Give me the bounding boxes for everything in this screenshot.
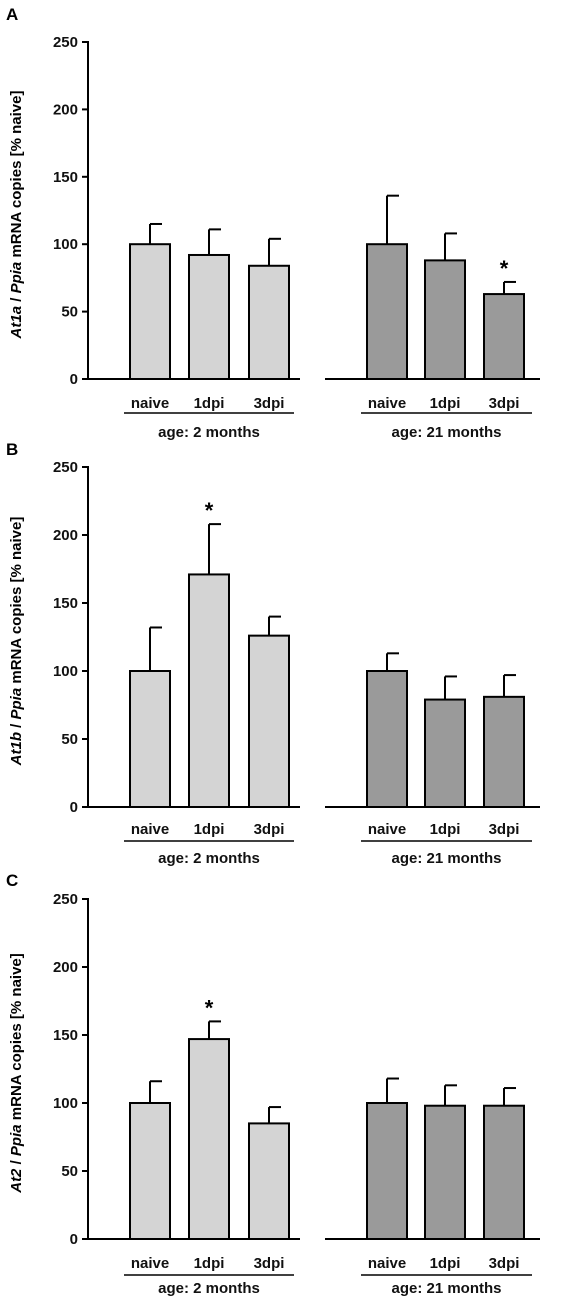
bar xyxy=(248,1122,290,1241)
category-label: 1dpi xyxy=(430,395,461,412)
group-label: age: 2 months xyxy=(158,850,260,867)
bar xyxy=(483,695,525,809)
bar xyxy=(248,264,290,381)
y-tick-label: 250 xyxy=(53,34,78,51)
y-tick-label: 200 xyxy=(53,959,78,976)
group-label: age: 21 months xyxy=(391,1280,501,1297)
y-axis-label: At2 / Ppia mRNA copies [% naive] xyxy=(8,953,25,1194)
group-label: age: 21 months xyxy=(391,424,501,441)
category-label: 3dpi xyxy=(254,1255,285,1272)
y-tick-label: 200 xyxy=(53,527,78,544)
category-label: 1dpi xyxy=(430,1255,461,1272)
bar xyxy=(366,1102,408,1240)
y-tick-label: 50 xyxy=(61,731,78,748)
category-label: 3dpi xyxy=(254,395,285,412)
category-label: 1dpi xyxy=(430,821,461,838)
category-label: 1dpi xyxy=(194,1255,225,1272)
bar xyxy=(188,253,230,380)
panel-letter: A xyxy=(6,5,18,24)
bar xyxy=(424,698,466,808)
y-axis-label-rest: mRNA copies [% naive] xyxy=(8,91,25,262)
category-label: naive xyxy=(368,821,406,838)
significance-star: * xyxy=(500,256,509,281)
category-label: naive xyxy=(131,821,169,838)
bar xyxy=(188,573,230,808)
bar xyxy=(248,634,290,809)
panel-letter: B xyxy=(6,440,18,459)
category-label: 3dpi xyxy=(254,821,285,838)
category-label: 3dpi xyxy=(489,821,520,838)
y-tick-label: 50 xyxy=(61,1163,78,1180)
y-tick-label: 150 xyxy=(53,169,78,186)
y-axis-label-rest: mRNA copies [% naive] xyxy=(8,517,25,688)
y-axis-label-gene: At2 xyxy=(8,1168,25,1194)
y-axis-label-ref: Ppia xyxy=(8,262,25,294)
significance-star: * xyxy=(205,995,214,1020)
bar xyxy=(366,243,408,380)
bar xyxy=(424,259,466,381)
y-tick-label: 100 xyxy=(53,663,78,680)
y-axis-label-sep: / xyxy=(8,293,25,306)
category-label: 1dpi xyxy=(194,395,225,412)
y-tick-label: 250 xyxy=(53,459,78,476)
y-axis-label-ref: Ppia xyxy=(8,688,25,720)
bar xyxy=(483,293,525,380)
y-axis-label-sep: / xyxy=(8,1156,25,1169)
bar xyxy=(366,670,408,808)
y-axis-label-rest: mRNA copies [% naive] xyxy=(8,953,25,1124)
y-tick-label: 0 xyxy=(70,371,78,388)
y-axis-label: At1b / Ppia mRNA copies [% naive] xyxy=(8,517,25,767)
bar xyxy=(188,1038,230,1240)
category-label: 3dpi xyxy=(489,1255,520,1272)
y-tick-label: 150 xyxy=(53,1027,78,1044)
y-axis-label-gene: At1b xyxy=(8,732,25,766)
bar xyxy=(483,1104,525,1240)
y-tick-label: 0 xyxy=(70,1231,78,1248)
group-label: age: 2 months xyxy=(158,1280,260,1297)
y-axis-label-ref: Ppia xyxy=(8,1124,25,1156)
chart-panel-c: C 0 50 100 150 200 250 At2 / Ppia mRNA copies [… xyxy=(6,871,540,1297)
y-axis-label: At1a / Ppia mRNA copies [% naive] xyxy=(8,91,25,340)
y-tick-label: 200 xyxy=(53,101,78,118)
panel-letter: C xyxy=(6,871,18,890)
y-tick-label: 100 xyxy=(53,236,78,253)
category-label: naive xyxy=(368,1255,406,1272)
group-label: age: 2 months xyxy=(158,424,260,441)
y-tick-label: 50 xyxy=(61,304,78,321)
y-tick-label: 0 xyxy=(70,799,78,816)
bar xyxy=(129,1102,171,1240)
category-label: 3dpi xyxy=(489,395,520,412)
y-axis-label-sep: / xyxy=(8,719,25,732)
y-tick-label: 150 xyxy=(53,595,78,612)
y-tick-label: 250 xyxy=(53,891,78,908)
chart-panel-b: B 0 50 100 150 200 250 At1b / Ppia mRNA copies … xyxy=(6,440,540,867)
bar xyxy=(129,670,171,808)
category-label: naive xyxy=(368,395,406,412)
y-tick-label: 100 xyxy=(53,1095,78,1112)
significance-star: * xyxy=(205,498,214,523)
bar xyxy=(129,243,171,380)
category-label: naive xyxy=(131,395,169,412)
category-label: 1dpi xyxy=(194,821,225,838)
y-axis-label-gene: At1a xyxy=(8,306,25,340)
bar xyxy=(424,1104,466,1240)
group-label: age: 21 months xyxy=(391,850,501,867)
chart-panel-a: A 0 50 100 150 200 250 At1a / Ppia mRNA copies … xyxy=(6,5,540,441)
category-label: naive xyxy=(131,1255,169,1272)
